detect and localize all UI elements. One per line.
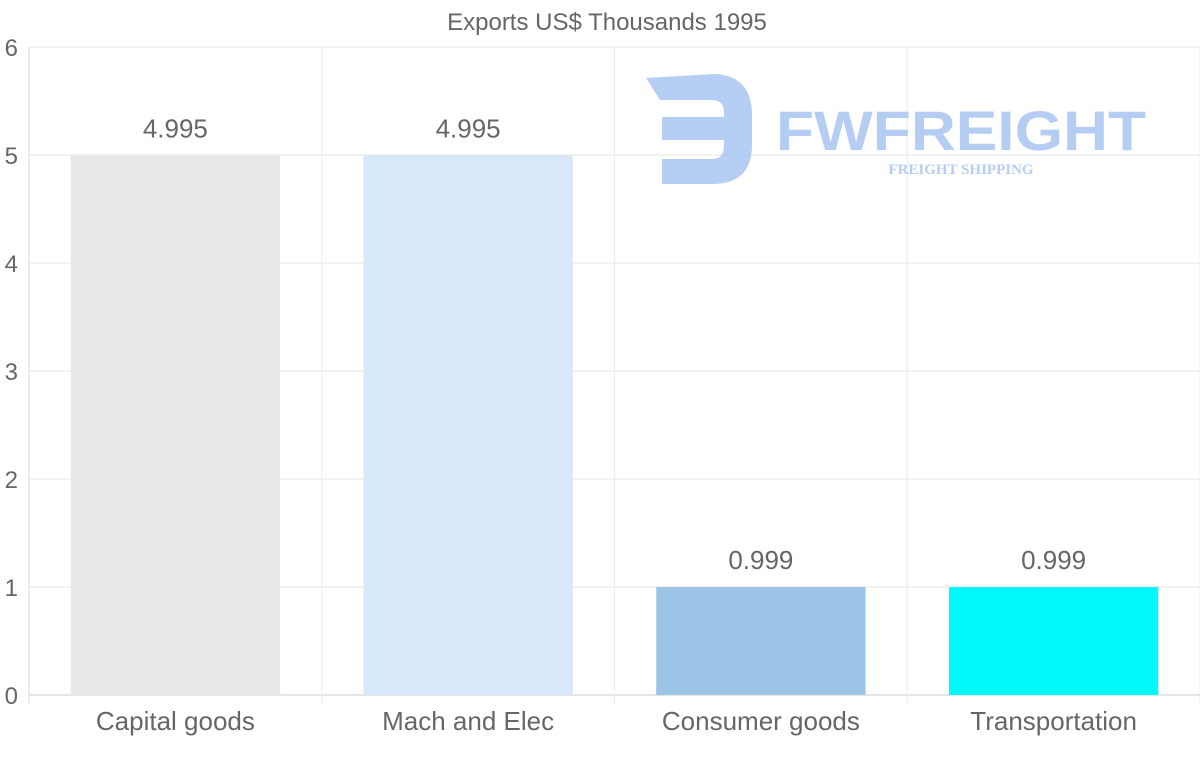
y-tick-label: 2 bbox=[5, 467, 18, 494]
x-axis: Capital goods Mach and Elec Consumer goods… bbox=[96, 706, 1137, 736]
y-tick-label: 0 bbox=[5, 683, 18, 710]
bar bbox=[70, 155, 281, 696]
y-tick-label: 5 bbox=[5, 143, 18, 170]
bars bbox=[70, 155, 1159, 696]
x-tick-label: Consumer goods bbox=[662, 706, 860, 736]
fwfreight-logo-icon bbox=[646, 74, 752, 184]
y-tick-label: 1 bbox=[5, 575, 18, 602]
x-tick-label: Transportation bbox=[970, 706, 1137, 736]
bar-value-label: 4.995 bbox=[143, 114, 208, 144]
x-tick-label: Capital goods bbox=[96, 706, 255, 736]
bar-value-label: 0.999 bbox=[1021, 545, 1086, 575]
bar bbox=[656, 587, 866, 695]
watermark-subtitle: FREIGHT SHIPPING bbox=[888, 162, 1033, 178]
bar bbox=[948, 587, 1159, 695]
bar-value-label: 4.995 bbox=[436, 114, 501, 144]
data-labels: 4.995 4.995 0.999 0.999 bbox=[143, 114, 1086, 576]
y-tick-label: 3 bbox=[5, 359, 18, 386]
bar-value-label: 0.999 bbox=[728, 545, 793, 575]
bar bbox=[363, 155, 573, 696]
y-tick-label: 6 bbox=[5, 35, 18, 62]
watermark-title: FWFREIGHT bbox=[776, 99, 1146, 162]
fwfreight-watermark-logo: FWFREIGHT FREIGHT SHIPPING bbox=[646, 74, 1146, 184]
y-tick-label: 4 bbox=[5, 251, 18, 278]
chart-title: Exports US$ Thousands 1995 bbox=[447, 9, 767, 36]
x-tick-label: Mach and Elec bbox=[382, 706, 554, 736]
y-axis: 0 1 2 3 4 5 6 bbox=[5, 35, 18, 710]
